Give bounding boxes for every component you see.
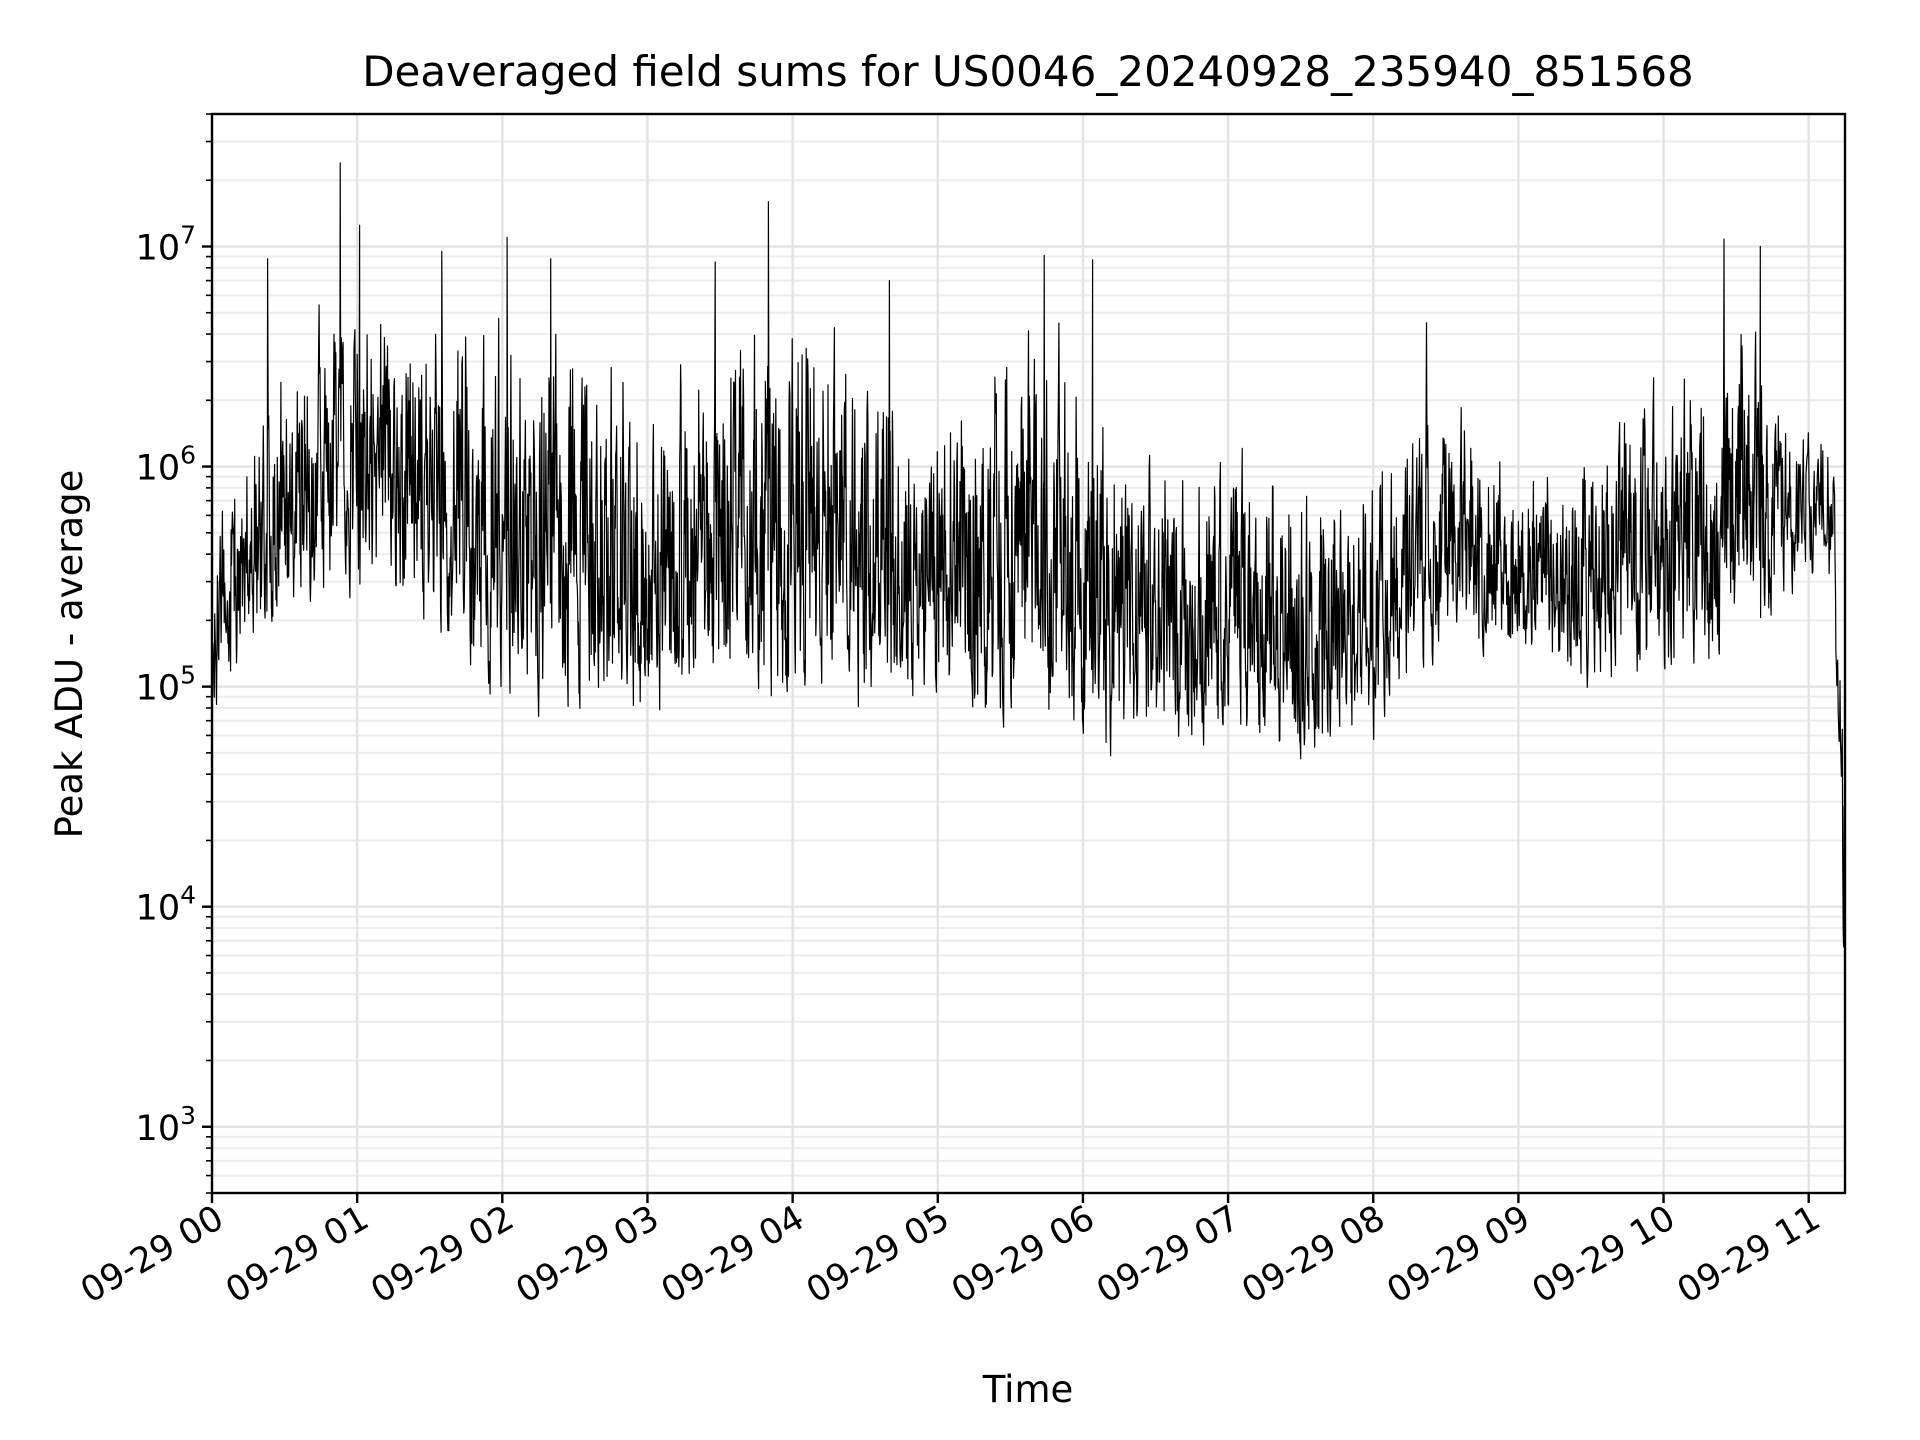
plot-frame [210, 112, 1847, 1195]
chart-title: Deaveraged field sums for US0046_2024092… [362, 47, 1694, 96]
series-layer [211, 162, 1846, 948]
y-tick-label: 104 [136, 881, 196, 929]
y-axis-label: Peak ADU - average [48, 470, 91, 839]
y-tick-label: 103 [136, 1101, 196, 1149]
series-line [211, 162, 1846, 948]
x-axis-label: Time [982, 1368, 1074, 1411]
grid-layer [210, 113, 1845, 1194]
y-tick-label: 105 [136, 661, 196, 709]
y-tick-label: 107 [136, 220, 196, 268]
y-tick-label: 106 [136, 441, 196, 489]
